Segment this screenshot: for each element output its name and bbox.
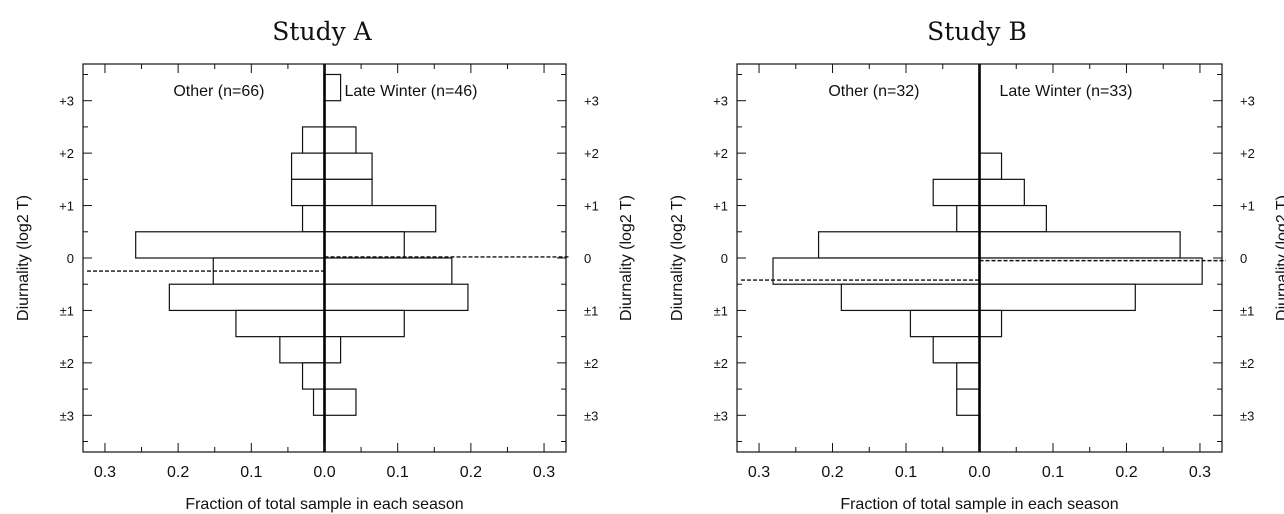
x-tick-label: 0.2 xyxy=(1115,464,1137,481)
chart-panel-b: Study B +3 +3 +2 +2 +1 +1 0 0 ±1 ±1 ±2 ±2 ±3 ±3 0.3 0.2 0… xyxy=(669,17,1284,513)
y-tick-label-right: +2 xyxy=(584,146,599,161)
x-tick-label: 0.1 xyxy=(240,464,262,481)
y-tick-label: +1 xyxy=(59,199,74,214)
bar-late-winter xyxy=(323,126,357,154)
bar-other xyxy=(909,309,981,338)
y-tick-label: 0 xyxy=(721,251,728,266)
y-tick-label: ±3 xyxy=(60,408,74,423)
x-axis-title: Fraction of total sample in each season xyxy=(185,496,463,513)
y-tick-label-right: +1 xyxy=(1240,199,1255,214)
y-axis-title: Diurnality (log2 T) xyxy=(15,195,32,321)
y-tick-label: +2 xyxy=(59,146,74,161)
x-tick-label: 0.1 xyxy=(387,464,409,481)
bar-late-winter xyxy=(323,73,342,102)
x-tick-label: 0.1 xyxy=(1042,464,1064,481)
bar-other xyxy=(279,336,326,364)
y-tick-label-right: +1 xyxy=(584,199,599,214)
x-tick-label: 0.2 xyxy=(167,464,189,481)
y-tick-label-right: ±2 xyxy=(584,356,598,371)
bar-other xyxy=(235,309,326,338)
series-label-late-winter: Late Winter (n=46) xyxy=(345,83,478,100)
bar-other xyxy=(932,336,981,364)
bar-other xyxy=(817,231,981,259)
y-tick-label-right: ±3 xyxy=(1240,408,1254,423)
y-tick-label: +2 xyxy=(713,146,728,161)
bar-other xyxy=(301,204,326,233)
bar-late-winter xyxy=(323,309,405,338)
bar-other xyxy=(932,178,981,207)
y-tick-label-right: ±3 xyxy=(584,408,598,423)
bar-other xyxy=(956,362,981,390)
y-tick-label-right: +3 xyxy=(584,94,599,109)
y-tick-label: ±1 xyxy=(60,303,74,318)
chart-panel-a: Study A +3 +3 +2 +2 +1 +1 0 0 ±1 ±1 ±2 ±2 ±3 ±3 0.3 0.2 0… xyxy=(15,17,635,513)
bar-late-winter xyxy=(323,336,342,364)
bar-other xyxy=(840,283,981,312)
y-tick-label: ±1 xyxy=(714,303,728,318)
bar-late-winter xyxy=(978,257,1203,285)
bar-late-winter xyxy=(978,283,1136,312)
y-tick-label: ±3 xyxy=(714,408,728,423)
bar-late-winter xyxy=(978,178,1025,207)
y-axis-title: Diurnality (log2 T) xyxy=(669,195,686,321)
bar-late-winter xyxy=(323,178,373,207)
bar-late-winter xyxy=(323,231,405,259)
y-tick-label: ±2 xyxy=(714,356,728,371)
bar-other xyxy=(301,362,326,390)
y-tick-label: 0 xyxy=(67,251,74,266)
y-axis-title-right: Diurnality (log2 T) xyxy=(1274,195,1284,321)
x-tick-label: 0.3 xyxy=(1189,464,1211,481)
y-tick-label: ±2 xyxy=(60,356,74,371)
y-tick-label-right: ±1 xyxy=(584,303,598,318)
y-tick-label: +1 xyxy=(713,199,728,214)
y-tick-label-right: +3 xyxy=(1240,94,1255,109)
y-tick-label: +3 xyxy=(59,94,74,109)
x-tick-label: 0.2 xyxy=(821,464,843,481)
bar-other xyxy=(956,388,981,416)
bar-other xyxy=(135,231,326,259)
chart-title: Study B xyxy=(927,17,1027,46)
series-label-other: Other (n=32) xyxy=(828,83,919,100)
x-tick-label: 0.0 xyxy=(313,464,335,481)
bar-late-winter xyxy=(323,257,453,285)
y-tick-label-right: +2 xyxy=(1240,146,1255,161)
x-tick-label: 0.2 xyxy=(460,464,482,481)
bar-other xyxy=(301,126,326,154)
bar-other xyxy=(956,204,981,233)
bar-other xyxy=(312,388,326,416)
bar-late-winter xyxy=(323,388,357,416)
x-tick-label: 0.1 xyxy=(895,464,917,481)
y-tick-label-right: ±1 xyxy=(1240,303,1254,318)
x-tick-label: 0.3 xyxy=(94,464,116,481)
y-axis-title-right: Diurnality (log2 T) xyxy=(618,195,635,321)
bar-late-winter xyxy=(323,204,437,233)
bar-late-winter xyxy=(978,204,1047,233)
x-axis-title: Fraction of total sample in each season xyxy=(840,496,1118,513)
x-tick-label: 0.3 xyxy=(748,464,770,481)
chart-title: Study A xyxy=(272,17,372,46)
y-tick-label-right: ±2 xyxy=(1240,356,1254,371)
y-tick-label-right: 0 xyxy=(584,251,591,266)
y-tick-label: +3 xyxy=(713,94,728,109)
bar-late-winter xyxy=(978,309,1003,338)
bar-late-winter xyxy=(978,152,1003,180)
x-tick-label: 0.3 xyxy=(533,464,555,481)
series-label-late-winter: Late Winter (n=33) xyxy=(1000,83,1133,100)
x-tick-label: 0.0 xyxy=(968,464,990,481)
bar-other xyxy=(168,283,326,312)
bar-late-winter xyxy=(323,152,373,180)
bar-other xyxy=(290,152,326,180)
bar-late-winter xyxy=(323,283,469,312)
series-label-other: Other (n=66) xyxy=(173,83,264,100)
bar-other xyxy=(290,178,326,207)
bar-late-winter xyxy=(978,231,1181,259)
y-tick-label-right: 0 xyxy=(1240,251,1247,266)
